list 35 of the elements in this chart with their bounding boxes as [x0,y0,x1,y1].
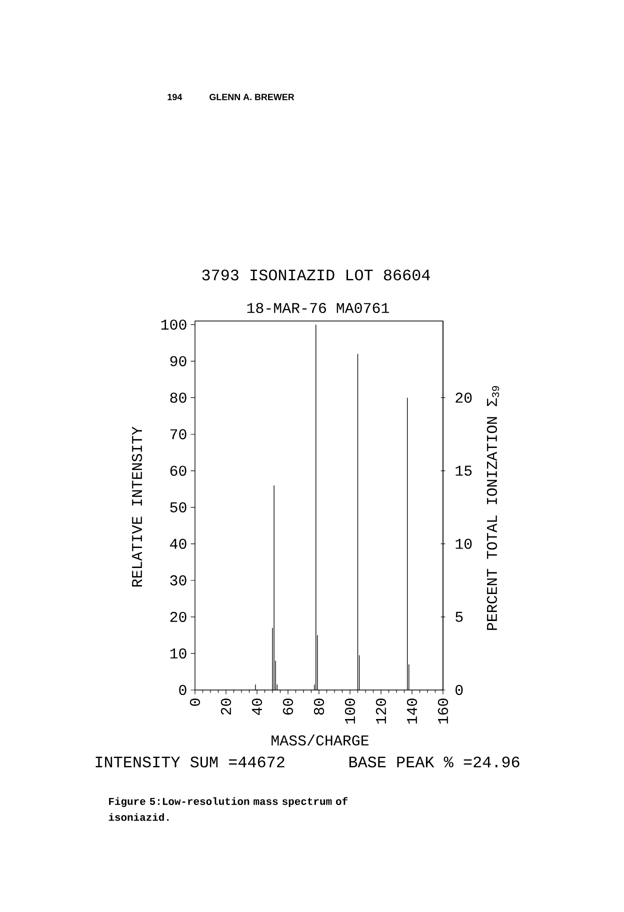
y-tick-label: 90 [170,356,186,366]
chart-title: 3793 ISONIAZID LOT 86604 [202,270,430,280]
x-tick-label: 0 [190,698,200,706]
y2-axis-title: PERCENT TOTAL IONIZATION Σ$_{39}$ [486,386,500,630]
text: 194 [168,94,182,100]
y-tick-label: 40 [170,538,186,549]
y-tick-label: 70 [170,429,186,440]
y2-tick-label: 15 [456,466,472,476]
text: GLENN A. BREWER [210,94,294,100]
y-tick-label: 10 [170,648,186,659]
y-axis-title: RELATIVE INTENSITY [132,426,142,587]
x-tick-label: 120 [376,698,386,724]
y-tick-label: 0 [179,684,186,696]
y-tick-label: 30 [170,575,186,586]
x-axis-title: MASS/CHARGE [272,734,369,746]
y2-tick-label: 5 [456,612,463,622]
y-tick-label: 60 [170,466,186,476]
text: INTENSITY SUM =44672 [96,756,284,768]
x-tick-label: 40 [252,698,262,715]
y-tick-label: 80 [170,392,186,403]
y-tick-label: 20 [170,612,186,622]
x-tick-label: 140 [406,698,418,724]
caption: Figure 5:Low-resolution mass spectrum of isoniazid. [108,797,348,821]
x-tick-label: 80 [314,698,324,715]
x-tick-label: 20 [220,698,232,715]
y-tick-label: 50 [170,502,186,512]
x-tick-label: 100 [344,698,356,724]
text: BASE PEAK % =24.96 [349,756,520,768]
x-tick-label: 60 [282,698,294,715]
chart-subtitle: 18-MAR-76 MA0761 [247,302,389,314]
y-tick-label: 100 [161,320,186,330]
y2-tick-label: 0 [456,684,463,696]
y2-tick-label: 20 [456,392,472,403]
x-tick-label: 160 [438,698,448,724]
y2-tick-label: 10 [456,538,472,549]
